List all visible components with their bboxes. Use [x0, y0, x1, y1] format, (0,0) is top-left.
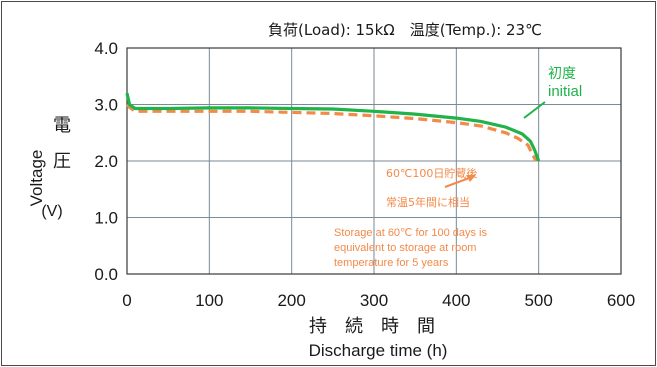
y-tick-label: 3.0: [94, 96, 118, 115]
series-storage-line: [125, 103, 538, 162]
plot-area-border: [126, 47, 622, 275]
y-axis-label-jp-1: 電: [53, 115, 71, 136]
storage-note-3: temperature for 5 years: [334, 257, 449, 269]
storage-note-1: Storage at 60℃ for 100 days is: [334, 227, 487, 239]
y-tick-label: 4.0: [94, 39, 118, 58]
x-tick-label: 200: [277, 291, 305, 310]
storage-label-jp-2: 常温5年間に相当: [386, 195, 470, 209]
x-axis-label-jp: 持 続 時 間: [309, 316, 435, 337]
initial-label-en: initial: [548, 83, 582, 100]
storage-note-2: equivalent to storage at room: [334, 242, 476, 254]
grid: [126, 47, 622, 275]
storage-label-pointer: [444, 176, 473, 188]
condition-text: 負荷(Load): 15kΩ 温度(Temp.): 23℃: [268, 21, 542, 39]
x-tick-label: 400: [442, 291, 470, 310]
storage-arrow-head: [466, 175, 476, 182]
series-initial-line: [125, 92, 541, 162]
y-axis-unit: (V): [41, 203, 62, 220]
x-tick-label: 100: [195, 291, 223, 310]
x-tick-label: 600: [607, 291, 635, 310]
storage-label-jp-1: 60℃100日貯蔵後: [386, 166, 477, 180]
x-tick-label: 300: [360, 291, 388, 310]
y-tick-labels: 0.0 1.0 2.0 3.0 4.0: [94, 39, 118, 284]
x-tick-labels: 0 100 200 300 400 500 600: [122, 291, 635, 310]
x-axis-label-en: Discharge time (h): [309, 341, 448, 360]
initial-label-jp: 初度: [548, 65, 576, 82]
initial-label-pointer: [523, 101, 546, 119]
y-tick-label: 0.0: [94, 265, 118, 284]
y-axis-label-jp-2: 圧: [53, 151, 71, 172]
x-tick-label: 0: [122, 291, 131, 310]
y-tick-label: 2.0: [94, 152, 118, 171]
x-tick-label: 500: [524, 291, 552, 310]
y-axis-label-en: Voltage: [27, 150, 46, 207]
y-tick-label: 1.0: [94, 209, 118, 228]
